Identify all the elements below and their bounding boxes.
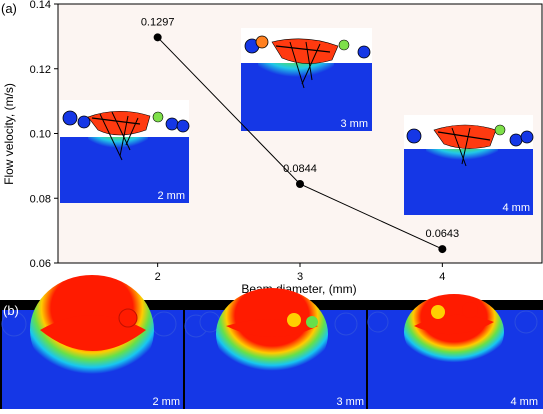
series-layer: 0.1297 0.0844 0.0643 (141, 16, 460, 254)
temperature-panel-4mm: 4 mm (367, 294, 543, 409)
inset-4mm: 4 mm (404, 115, 534, 215)
data-point (153, 33, 162, 42)
y-tick-label: 0.06 (30, 258, 51, 270)
melt-pool-temperature-panel (367, 294, 543, 409)
y-tick-label: 0.14 (30, 0, 51, 11)
panel-a-label: (a) (1, 1, 17, 16)
melt-pool-flow-inset (404, 115, 534, 215)
data-label: 0.0643 (426, 228, 460, 240)
y-tick-label: 0.10 (30, 129, 51, 141)
panel-label: 3 mm (337, 396, 365, 408)
data-point (438, 245, 447, 254)
melt-pool-temperature-panel (1, 275, 183, 409)
inset-3mm: 3 mm (241, 28, 372, 131)
inset-label: 4 mm (503, 202, 531, 214)
y-axis: 0.06 0.08 0.10 0.12 0.14 (30, 0, 58, 270)
panel-label: 4 mm (511, 396, 539, 408)
x-axis: 2 3 4 (155, 263, 445, 283)
panel-b: 2 mm 3 mm (0, 275, 543, 409)
melt-pool-flow-inset (60, 100, 190, 203)
melt-pool-temperature-panel (184, 288, 366, 409)
y-tick-label: 0.12 (30, 64, 51, 76)
x-tick-label: 2 (155, 271, 161, 283)
y-axis-label: Flow velocity, (m/s) (2, 83, 16, 185)
x-tick-label: 4 (439, 271, 445, 283)
temperature-panel-3mm: 3 mm (184, 288, 366, 409)
y-tick-label: 0.08 (30, 193, 51, 205)
panel-b-label: (b) (3, 303, 19, 318)
inset-2mm: 2 mm (60, 100, 190, 203)
melt-pool-flow-inset (241, 28, 372, 131)
x-tick-label: 3 (297, 271, 303, 283)
data-label: 0.1297 (141, 16, 175, 28)
data-label: 0.0844 (283, 163, 317, 175)
panel-label: 2 mm (153, 396, 181, 408)
inset-label: 3 mm (341, 118, 369, 130)
temperature-panel-2mm: 2 mm (1, 275, 183, 409)
inset-label: 2 mm (158, 190, 186, 202)
data-point (296, 180, 304, 189)
